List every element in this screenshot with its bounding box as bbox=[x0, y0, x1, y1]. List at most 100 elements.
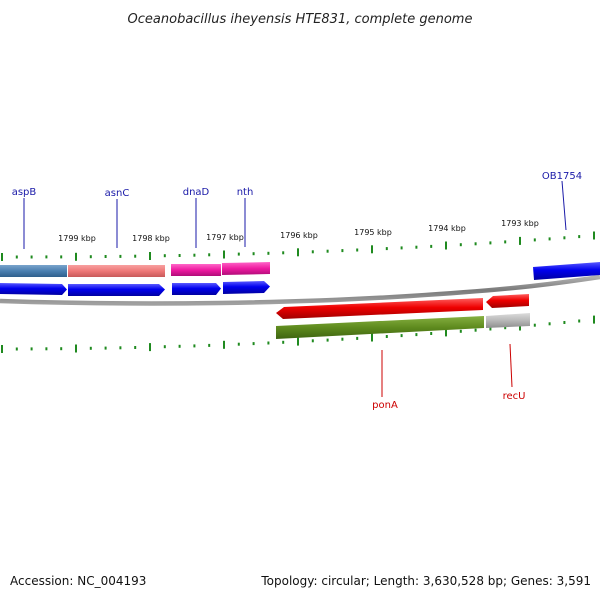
scale-tick-top-minor bbox=[208, 253, 211, 257]
scale-tick-bottom-minor bbox=[60, 347, 63, 351]
scale-tick-bottom-minor bbox=[119, 346, 122, 350]
scale-tick-bottom-minor bbox=[533, 323, 536, 327]
scale-tick-bottom-minor bbox=[178, 344, 181, 348]
scale-tick-top-minor bbox=[15, 255, 18, 259]
feature-OB1754-upper[interactable] bbox=[533, 262, 600, 280]
scale-tick-bottom-minor bbox=[282, 340, 285, 344]
scale-tick-top-minor bbox=[430, 244, 433, 248]
cds-nth[interactable] bbox=[223, 281, 270, 294]
gene-label-OB1754[interactable]: OB1754 bbox=[542, 171, 582, 182]
scale-tick-bottom-minor bbox=[489, 327, 492, 331]
scale-tick-top-minor bbox=[385, 247, 388, 251]
scale-tick-bottom-major bbox=[223, 340, 225, 349]
cds-asnC[interactable] bbox=[68, 284, 165, 296]
scale-tick-bottom-minor bbox=[237, 342, 240, 346]
scale-tick-top-minor bbox=[237, 252, 240, 256]
feature-ponA[interactable] bbox=[276, 316, 484, 339]
scale-tick-bottom-minor bbox=[326, 338, 329, 342]
scale-tick-top-minor bbox=[489, 241, 492, 245]
scale-tick-top-minor bbox=[415, 245, 418, 249]
scale-tick-top-major bbox=[593, 231, 595, 240]
scale-tick-bottom-major bbox=[519, 322, 521, 331]
scale-tick-top-minor bbox=[134, 254, 137, 258]
scale-label-1793: 1793 kbp bbox=[501, 219, 539, 228]
scale-tick-top-major bbox=[445, 241, 447, 250]
scale-tick-bottom-minor bbox=[45, 347, 48, 351]
scale-label-1798: 1798 kbp bbox=[132, 234, 170, 243]
cds-aspB[interactable] bbox=[0, 283, 67, 295]
scale-tick-bottom-major bbox=[593, 315, 595, 324]
scale-tick-bottom-minor bbox=[89, 346, 92, 350]
genome-backbone bbox=[0, 274, 600, 306]
feature-dnaD[interactable] bbox=[171, 264, 221, 276]
feature-track-lower bbox=[276, 313, 530, 339]
scale-ticks-bottom bbox=[1, 315, 595, 353]
scale-tick-bottom-minor bbox=[563, 321, 566, 324]
map-title: Oceanobacillus iheyensis HTE831, complet… bbox=[128, 12, 473, 27]
cds-ponA[interactable] bbox=[276, 298, 483, 319]
scale-tick-top-minor bbox=[178, 254, 181, 257]
scale-tick-top-major bbox=[75, 252, 77, 261]
scale-tick-bottom-major bbox=[1, 345, 3, 353]
scale-tick-bottom-major bbox=[75, 344, 77, 353]
scale-tick-bottom-minor bbox=[385, 335, 388, 338]
scale-tick-top-minor bbox=[104, 255, 107, 258]
scale-tick-top-major bbox=[519, 236, 521, 245]
gene-label-aspB[interactable]: aspB bbox=[12, 187, 37, 198]
scale-tick-top-minor bbox=[400, 246, 403, 250]
scale-tick-top-minor bbox=[563, 236, 566, 240]
scale-label-1794: 1794 kbp bbox=[428, 224, 466, 233]
scale-tick-bottom-major bbox=[371, 333, 373, 342]
scale-tick-top-major bbox=[371, 245, 373, 254]
scale-tick-top-minor bbox=[193, 253, 196, 257]
feature-recU[interactable] bbox=[486, 313, 530, 328]
scale-tick-bottom-minor bbox=[356, 336, 359, 340]
gene-label-ponA[interactable]: ponA bbox=[372, 400, 398, 411]
scale-tick-top-minor bbox=[163, 254, 166, 258]
scale-tick-bottom-minor bbox=[430, 332, 433, 335]
gene-label-nth[interactable]: nth bbox=[237, 187, 254, 198]
cds-recU[interactable] bbox=[486, 294, 529, 308]
scale-tick-top-minor bbox=[282, 251, 285, 255]
scale-tick-top-minor bbox=[30, 255, 33, 259]
scale-tick-bottom-minor bbox=[15, 347, 18, 351]
scale-tick-top-minor bbox=[45, 255, 48, 259]
scale-tick-top-minor bbox=[474, 242, 477, 246]
scale-tick-bottom-minor bbox=[208, 343, 211, 347]
scale-tick-top-minor bbox=[533, 238, 536, 242]
scale-tick-top-major bbox=[149, 252, 151, 260]
scale-tick-top-minor bbox=[119, 254, 122, 258]
scale-tick-bottom-minor bbox=[504, 326, 507, 330]
scale-tick-bottom-minor bbox=[548, 322, 551, 326]
topology-text: Topology: circular; Length: 3,630,528 bp… bbox=[261, 574, 591, 588]
scale-tick-bottom-minor bbox=[474, 328, 477, 332]
scale-tick-top-minor bbox=[267, 251, 270, 255]
scale-tick-bottom-minor bbox=[341, 337, 344, 341]
scale-ticks-top bbox=[1, 231, 595, 261]
feature-track-upper bbox=[0, 262, 600, 280]
scale-tick-bottom-minor bbox=[459, 329, 462, 333]
scale-tick-top-minor bbox=[459, 243, 462, 247]
gene-label-recU[interactable]: recU bbox=[503, 391, 526, 402]
scale-tick-bottom-minor bbox=[400, 334, 403, 338]
cds-track-forward bbox=[0, 281, 270, 296]
scale-tick-bottom-minor bbox=[252, 342, 255, 346]
scale-tick-top-major bbox=[223, 250, 225, 259]
feature-asnC[interactable] bbox=[68, 265, 165, 277]
gene-labels-bottom: ponA recU bbox=[372, 343, 526, 411]
gene-labels-top: aspB asnC dnaD nth OB1754 bbox=[12, 171, 582, 249]
scale-label-1795: 1795 kbp bbox=[354, 228, 392, 237]
scale-tick-top-minor bbox=[326, 249, 329, 253]
scale-tick-bottom-minor bbox=[163, 345, 166, 349]
scale-tick-top-major bbox=[1, 253, 3, 261]
gene-label-dnaD[interactable]: dnaD bbox=[183, 187, 210, 198]
feature-aspB[interactable] bbox=[0, 265, 67, 277]
scale-tick-bottom-major bbox=[445, 328, 447, 337]
scale-tick-top-minor bbox=[89, 255, 92, 259]
scale-tick-bottom-minor bbox=[578, 319, 581, 323]
cds-dnaD[interactable] bbox=[172, 283, 221, 295]
feature-nth[interactable] bbox=[222, 262, 270, 275]
scale-label-1796: 1796 kbp bbox=[280, 231, 318, 240]
scale-tick-top-minor bbox=[548, 237, 551, 241]
gene-label-asnC[interactable]: asnC bbox=[105, 188, 130, 199]
